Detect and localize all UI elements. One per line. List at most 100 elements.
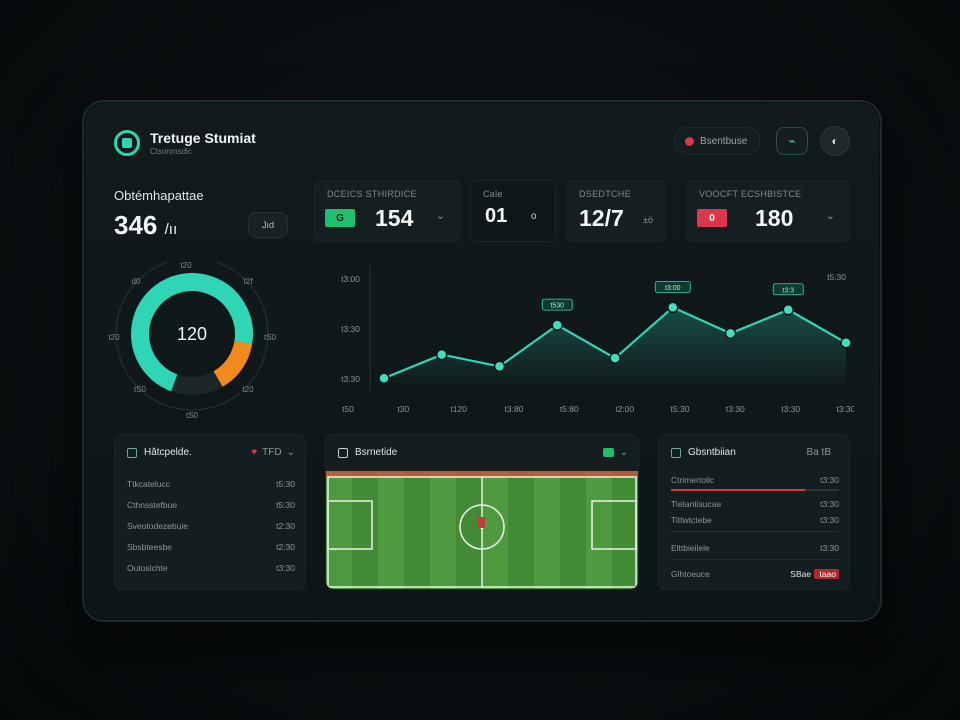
data-point[interactable] bbox=[436, 348, 448, 361]
annotation-label: t3:00 bbox=[665, 285, 681, 292]
data-point[interactable] bbox=[724, 327, 737, 340]
stat-suffix: ±ö bbox=[643, 215, 653, 225]
donut-tick-label: t20 bbox=[242, 385, 254, 394]
data-point[interactable] bbox=[493, 360, 506, 373]
stat-title: DSEDTCHE bbox=[579, 189, 631, 199]
donut-tick-label: tS0 bbox=[264, 333, 277, 342]
list-item[interactable]: Sveotodezebuie t2:30 bbox=[127, 521, 295, 531]
alert-badge: taao bbox=[814, 569, 839, 579]
list-item[interactable]: Elttbieilele t3:30 bbox=[671, 543, 839, 553]
list-item-label: Ctrimertolic bbox=[671, 475, 714, 485]
list-item-label: Glhtoeuce bbox=[671, 569, 710, 579]
stat-card-3[interactable]: DSEDTCHE 12/7 ±ö bbox=[566, 180, 666, 242]
list-item[interactable]: Tietantisucae t3:30 bbox=[671, 499, 839, 509]
list-item-value: t2:30 bbox=[276, 521, 295, 531]
panel-left: Hătcpelde. ♥ TFD ⌄ Ttkcatelucc t5:30 Cthns… bbox=[114, 434, 306, 590]
data-point[interactable] bbox=[667, 301, 679, 314]
stat-card-2[interactable]: Cale 01 o bbox=[470, 180, 556, 242]
signal-icon-button[interactable]: ⌁ bbox=[776, 127, 808, 155]
donut-tick-label: t20 bbox=[108, 333, 120, 342]
list-item-label: Sveotodezebuie bbox=[127, 521, 188, 531]
x-tick-label: t120 bbox=[450, 404, 467, 414]
summary-number: 346 bbox=[114, 210, 158, 240]
chevron-down-icon[interactable]: ⌄ bbox=[825, 210, 835, 222]
y-tick-label: t3:00 bbox=[341, 274, 360, 284]
summary-chip-button[interactable]: Jıd bbox=[248, 212, 288, 238]
stat-badge: 0 bbox=[697, 209, 727, 227]
data-point[interactable] bbox=[378, 372, 390, 384]
app-subtitle: Ctsonmsdic bbox=[150, 147, 192, 156]
donut-center-label: 120 bbox=[177, 324, 207, 344]
area-chart: t530 t3:00 t3:3 t3:00 t3:30 t3:30 t50 t30 t120 t3… bbox=[341, 266, 854, 414]
stat-card-1[interactable]: DCEICS STHIRDICE G 154 ⌄ bbox=[314, 180, 460, 242]
list-item-value: t3:30 bbox=[820, 499, 839, 509]
data-point[interactable] bbox=[840, 337, 852, 349]
list-item[interactable]: Ctrimertolic t3:30 bbox=[671, 475, 839, 485]
donut-tick-label: t20 bbox=[180, 262, 192, 270]
annotation-label: t530 bbox=[550, 303, 564, 310]
x-tick-label: t3:80 bbox=[505, 404, 524, 414]
panel-right-title: Gbsntbiian bbox=[688, 447, 736, 458]
stat-card-4[interactable]: VOOCFT ECSHBISTCE 0 180 ⌄ bbox=[686, 180, 850, 242]
panel-right: Gbsntbiian Ba tB Ctrimertolic t3:30 Tietan… bbox=[658, 434, 850, 590]
stat-value: 180 bbox=[755, 205, 794, 231]
x-tick-label: t3:30 bbox=[837, 404, 854, 414]
y-tick-label: t3:30 bbox=[341, 324, 360, 334]
list-item[interactable]: Tittwtctebe t3:30 bbox=[671, 515, 839, 525]
donut-chart: 120 t20 t2f tS0 t20 tS0 tS0 t20 d0 bbox=[108, 262, 277, 420]
donut-outer-ring bbox=[115, 262, 269, 411]
x-tick-label: t2:00 bbox=[615, 404, 634, 414]
list-item[interactable]: Sbsbteesbe t2:30 bbox=[127, 542, 295, 552]
panel-center-control[interactable]: ⌄ bbox=[602, 447, 628, 458]
player-figure bbox=[478, 517, 485, 528]
divider bbox=[671, 559, 839, 560]
panel-center: Bsrnetide ⌄ bbox=[325, 434, 639, 590]
football-pitch[interactable] bbox=[326, 471, 638, 589]
stat-suffix: o bbox=[531, 211, 537, 222]
list-item[interactable]: Ttkcatelucc t5:30 bbox=[127, 479, 295, 489]
panel-left-control-label: TFD bbox=[262, 447, 282, 458]
y-tick-label: t3:30 bbox=[341, 374, 360, 384]
panel-left-control[interactable]: ♥ TFD ⌄ bbox=[251, 447, 295, 458]
pitch-graphic bbox=[326, 471, 638, 589]
chart-corner-label: t5:30 bbox=[827, 272, 846, 282]
list-item-value: t2:30 bbox=[276, 542, 295, 552]
divider bbox=[671, 531, 839, 532]
summary-unit: /ıı bbox=[164, 221, 178, 238]
app-logo-icon bbox=[114, 130, 140, 156]
list-item[interactable]: Glhtoeuce SBae taao bbox=[671, 569, 839, 579]
panel-right-control[interactable]: Ba tB bbox=[806, 447, 831, 458]
x-tick-label: t3:30 bbox=[726, 404, 745, 414]
chevron-down-icon: ⌄ bbox=[286, 447, 295, 458]
panel-center-title: Bsrnetide bbox=[355, 447, 398, 458]
avatar[interactable]: ◐ bbox=[820, 126, 850, 156]
data-point[interactable] bbox=[782, 304, 794, 316]
list-item[interactable]: Outoslchte t3:30 bbox=[127, 563, 295, 573]
data-point[interactable] bbox=[551, 319, 563, 331]
list-item-value: t3:30 bbox=[276, 563, 295, 573]
list-item-label: Outoslchte bbox=[127, 563, 168, 573]
donut-segment-primary bbox=[131, 273, 253, 395]
list-item-value: t5:30 bbox=[276, 500, 295, 510]
stat-badge: G bbox=[325, 209, 355, 227]
avatar-icon: ◐ bbox=[831, 134, 839, 148]
donut-tick-label: t2f bbox=[244, 277, 254, 286]
donut-tick-label: tS0 bbox=[134, 385, 147, 394]
chevron-down-icon[interactable]: ⌄ bbox=[435, 210, 445, 222]
signal-icon: ⌁ bbox=[788, 134, 796, 148]
x-tick-label: t5:80 bbox=[560, 404, 579, 414]
list-item[interactable]: Cthnsstefbue t5:30 bbox=[127, 500, 295, 510]
list-item-label: Ttkcatelucc bbox=[127, 479, 170, 489]
status-pill[interactable]: Bsentbuse bbox=[674, 127, 761, 155]
list-item-value: t3:30 bbox=[820, 515, 839, 525]
live-badge-icon bbox=[602, 448, 614, 457]
chevron-down-icon: ⌄ bbox=[619, 447, 628, 458]
list-item-label: Cthnsstefbue bbox=[127, 500, 178, 510]
annotation-badge bbox=[772, 283, 804, 296]
donut-segment-secondary bbox=[131, 273, 253, 395]
data-point[interactable] bbox=[609, 352, 621, 364]
annotation-label: t3:3 bbox=[782, 287, 794, 294]
grid-icon bbox=[127, 447, 137, 458]
panel-left-title: Hătcpelde. bbox=[144, 447, 192, 458]
x-tick-label: t50 bbox=[342, 404, 354, 414]
